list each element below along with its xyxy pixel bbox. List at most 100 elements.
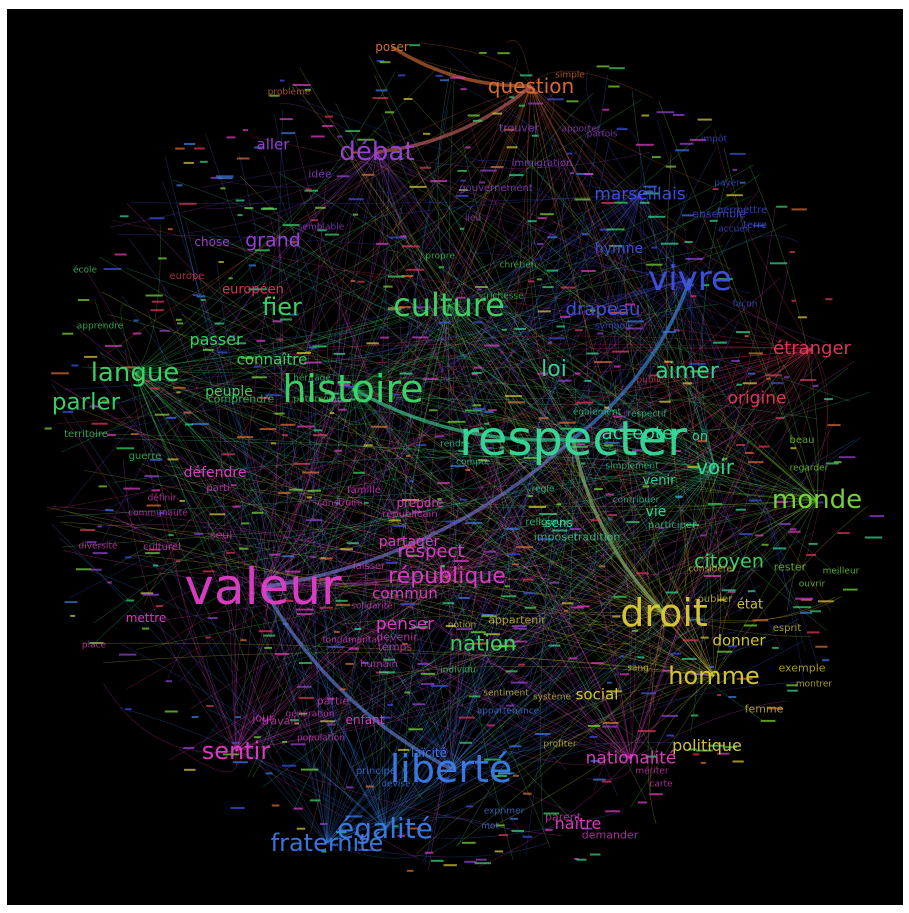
minor-node	[547, 341, 552, 344]
minor-node	[71, 364, 79, 367]
graph-edge	[376, 151, 476, 472]
graph-edge	[314, 388, 357, 570]
graph-edge	[147, 309, 386, 830]
graph-edge	[73, 324, 448, 578]
graph-edge	[376, 151, 562, 397]
minor-node	[309, 799, 321, 802]
graph-edge	[530, 85, 688, 232]
graph-edge	[162, 85, 532, 437]
word-node-voir: voir	[696, 455, 734, 479]
minor-node	[659, 527, 664, 530]
graph-edge	[216, 264, 328, 844]
graph-edge	[318, 438, 574, 611]
minor-node	[696, 749, 713, 752]
word-node-loi: loi	[541, 357, 567, 382]
graph-edge	[313, 583, 386, 830]
graph-edge	[450, 192, 688, 770]
minor-node	[165, 680, 173, 683]
minor-node	[598, 565, 606, 568]
word-node-appartenance: appartenance	[476, 706, 540, 717]
graph-edge	[235, 185, 326, 752]
graph-edge	[405, 151, 715, 677]
graph-edge	[201, 298, 266, 588]
minor-node	[408, 728, 423, 731]
graph-edge	[530, 185, 691, 280]
graph-edge	[362, 201, 665, 614]
minor-node	[296, 613, 313, 616]
minor-node	[712, 188, 719, 191]
minor-node	[150, 309, 164, 312]
minor-node	[62, 410, 74, 413]
minor-node	[527, 220, 537, 223]
graph-edge	[89, 388, 354, 648]
graph-edge	[130, 194, 641, 205]
minor-node	[259, 397, 270, 399]
minor-node	[277, 338, 284, 341]
graph-edge	[177, 748, 238, 773]
minor-node	[320, 720, 336, 723]
graph-edge	[248, 348, 813, 705]
minor-node	[626, 521, 640, 524]
minor-node	[260, 207, 277, 210]
graph-edge	[450, 496, 643, 770]
minor-node	[254, 146, 264, 149]
graph-edge	[64, 524, 715, 677]
minor-node	[690, 370, 706, 373]
graph-edge	[516, 152, 716, 468]
graph-edge	[134, 372, 239, 672]
graph-edge	[450, 79, 641, 196]
minor-node	[300, 768, 319, 771]
minor-node	[221, 453, 235, 456]
minor-node	[682, 639, 699, 642]
minor-node	[723, 457, 728, 460]
graph-edge	[262, 326, 343, 588]
minor-node	[771, 382, 784, 385]
graph-edge	[690, 466, 716, 733]
minor-node	[380, 336, 389, 339]
word-node-public: public	[636, 375, 664, 386]
graph-edge	[134, 372, 275, 748]
minor-node	[232, 505, 241, 508]
minor-node	[290, 719, 299, 722]
graph-edge	[450, 559, 515, 770]
graph-edge	[299, 68, 715, 677]
graph-edge	[326, 638, 776, 844]
graph-edge	[639, 194, 743, 377]
minor-node	[462, 841, 476, 844]
graph-edge	[76, 278, 691, 439]
minor-node	[456, 296, 466, 299]
graph-edge	[445, 304, 504, 537]
graph-edge	[201, 338, 386, 830]
graph-edge	[384, 192, 717, 830]
minor-node	[539, 513, 557, 515]
minor-node	[281, 132, 296, 135]
minor-node	[700, 761, 706, 764]
minor-node	[602, 108, 610, 111]
graph-edge	[128, 238, 452, 770]
minor-node	[297, 685, 312, 688]
graph-edge	[630, 499, 818, 807]
minor-node	[672, 114, 685, 116]
minor-node	[742, 382, 757, 385]
word-node-population: population	[297, 733, 345, 744]
minor-node	[305, 519, 323, 522]
graph-edge	[326, 146, 718, 844]
graph-edge	[568, 438, 574, 635]
minor-node	[363, 444, 373, 447]
minor-node	[334, 449, 343, 452]
minor-node	[484, 422, 490, 425]
minor-node	[142, 593, 160, 596]
minor-node	[645, 755, 657, 758]
graph-edge	[530, 85, 555, 136]
minor-node	[556, 503, 561, 506]
minor-node	[319, 578, 337, 581]
minor-node	[641, 114, 650, 117]
minor-node	[843, 588, 858, 591]
minor-node	[308, 380, 314, 383]
graph-edge	[418, 304, 450, 457]
graph-edge	[630, 351, 819, 760]
minor-node	[498, 645, 517, 648]
minor-node	[282, 623, 289, 626]
minor-node	[402, 545, 417, 548]
minor-node	[775, 416, 785, 419]
